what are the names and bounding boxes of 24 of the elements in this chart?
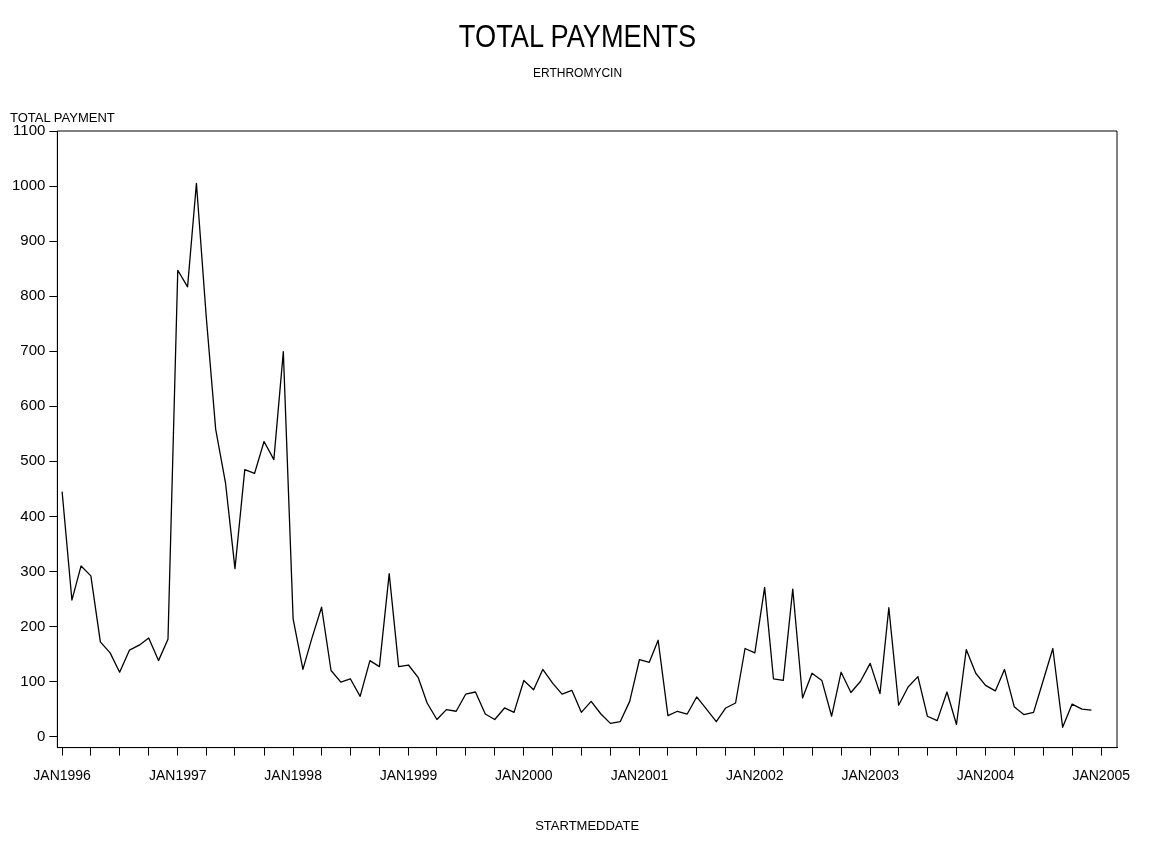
y-tick-label: 1000: [11, 176, 46, 194]
x-tick-label: JAN2005: [1072, 766, 1131, 783]
chart-title: TOTAL PAYMENTS: [457, 18, 698, 55]
y-tick-label: 800: [20, 286, 46, 304]
x-tick-label: JAN1999: [379, 766, 438, 783]
x-tick-label: JAN2004: [956, 766, 1015, 783]
x-tick-label: JAN2001: [610, 766, 669, 783]
y-tick-label: 100: [20, 671, 46, 689]
y-tick-label: 500: [20, 451, 46, 469]
x-tick-label: JAN1997: [148, 766, 207, 783]
y-tick-label: 400: [20, 506, 46, 524]
y-tick-label: 0: [37, 726, 46, 744]
y-tick-label: 900: [20, 231, 46, 249]
x-axis-title: STARTMEDDATE: [535, 817, 640, 833]
y-tick-label: 300: [20, 561, 46, 579]
y-tick-label: 700: [20, 341, 46, 359]
x-tick-label: JAN1996: [33, 766, 92, 783]
x-tick-label: JAN2003: [841, 766, 900, 783]
y-tick-label: 600: [20, 396, 46, 414]
x-tick-label: JAN2000: [495, 766, 553, 783]
x-tick-label: JAN1998: [264, 766, 323, 783]
chart-subtitle: ERTHROMYCIN: [531, 66, 624, 80]
x-tick-label: JAN2002: [726, 766, 784, 783]
y-tick-label: 200: [20, 616, 46, 634]
